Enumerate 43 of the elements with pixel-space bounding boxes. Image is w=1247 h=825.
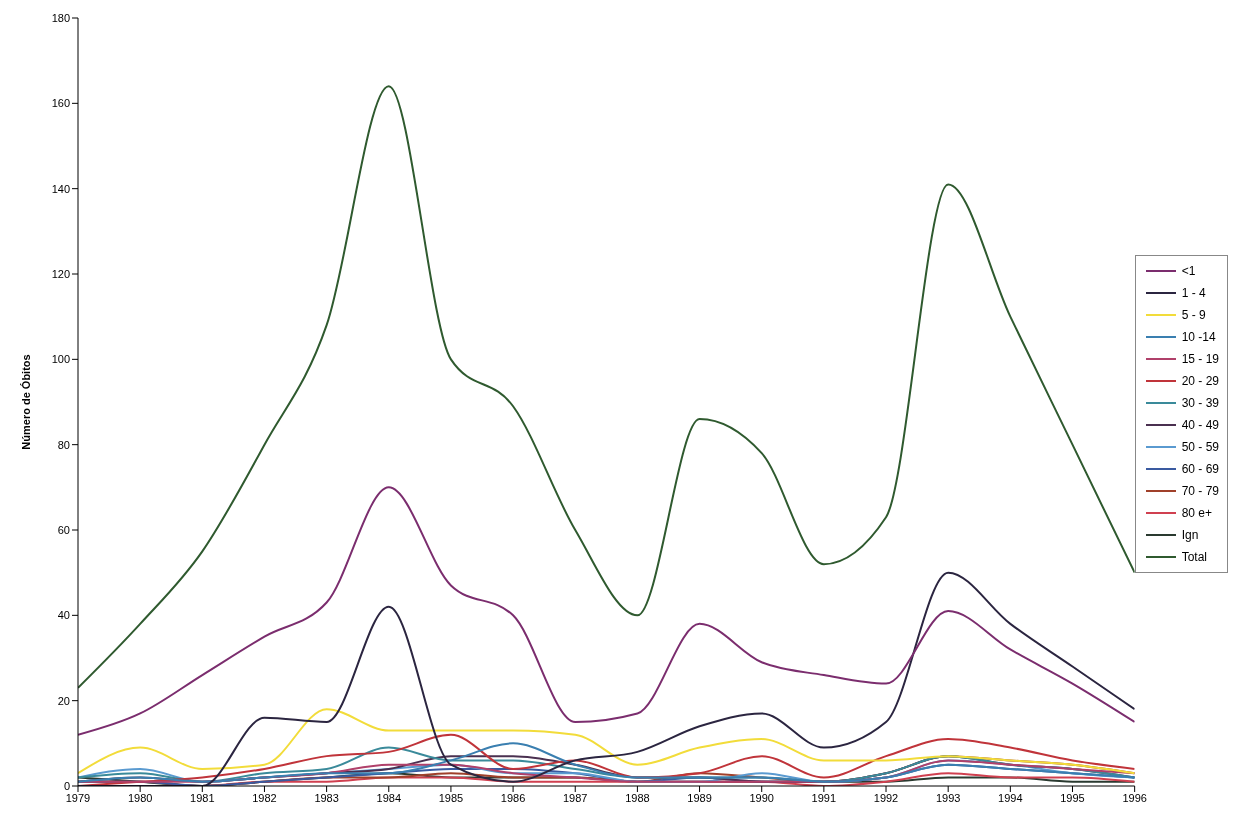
legend-label: 5 - 9 xyxy=(1181,308,1206,322)
legend-label: 50 - 59 xyxy=(1181,440,1219,454)
legend-label: <1 xyxy=(1181,264,1196,278)
x-tick-label: 1984 xyxy=(376,791,402,804)
legend-label: 20 - 29 xyxy=(1181,374,1219,388)
x-tick-label: 1996 xyxy=(1122,791,1147,804)
x-tick-label: 1983 xyxy=(314,791,339,804)
x-tick-label: 1986 xyxy=(500,791,526,804)
y-tick-label: 100 xyxy=(51,353,70,366)
legend-label: 80 e+ xyxy=(1181,506,1213,520)
y-tick-label: 0 xyxy=(63,779,70,792)
x-tick-label: 1985 xyxy=(438,791,464,804)
legend-label: 30 - 39 xyxy=(1181,396,1219,410)
x-tick-label: 1981 xyxy=(190,791,215,804)
x-tick-label: 1987 xyxy=(563,791,588,804)
x-tick-label: 1979 xyxy=(65,791,91,804)
y-axis-title: Número de Óbitos xyxy=(19,354,32,450)
legend-label: 40 - 49 xyxy=(1181,418,1219,432)
y-tick-label: 40 xyxy=(57,609,70,622)
legend-label: 60 - 69 xyxy=(1181,462,1219,476)
x-tick-label: 1993 xyxy=(935,791,961,804)
x-tick-label: 1990 xyxy=(749,791,774,804)
y-tick-label: 120 xyxy=(51,267,70,280)
y-tick-label: 140 xyxy=(51,182,70,195)
y-tick-label: 20 xyxy=(57,694,70,707)
x-tick-label: 1995 xyxy=(1060,791,1085,804)
legend-label: 15 - 19 xyxy=(1181,352,1219,366)
x-tick-label: 1994 xyxy=(998,791,1023,804)
x-tick-label: 1992 xyxy=(873,791,899,804)
x-tick-label: 1988 xyxy=(625,791,650,804)
x-tick-label: 1980 xyxy=(127,791,153,804)
legend-label: Total xyxy=(1181,550,1207,564)
legend-label: 70 - 79 xyxy=(1181,484,1219,498)
x-tick-label: 1989 xyxy=(687,791,712,804)
y-tick-label: 180 xyxy=(51,11,70,24)
y-tick-label: 60 xyxy=(57,523,70,536)
x-tick-label: 1991 xyxy=(811,791,837,804)
y-tick-label: 160 xyxy=(51,97,70,110)
legend-label: 1 - 4 xyxy=(1181,286,1206,300)
legend-label: 10 -14 xyxy=(1181,330,1216,344)
legend-label: Ign xyxy=(1181,528,1199,542)
y-tick-label: 80 xyxy=(57,438,70,451)
x-tick-label: 1982 xyxy=(252,791,277,804)
